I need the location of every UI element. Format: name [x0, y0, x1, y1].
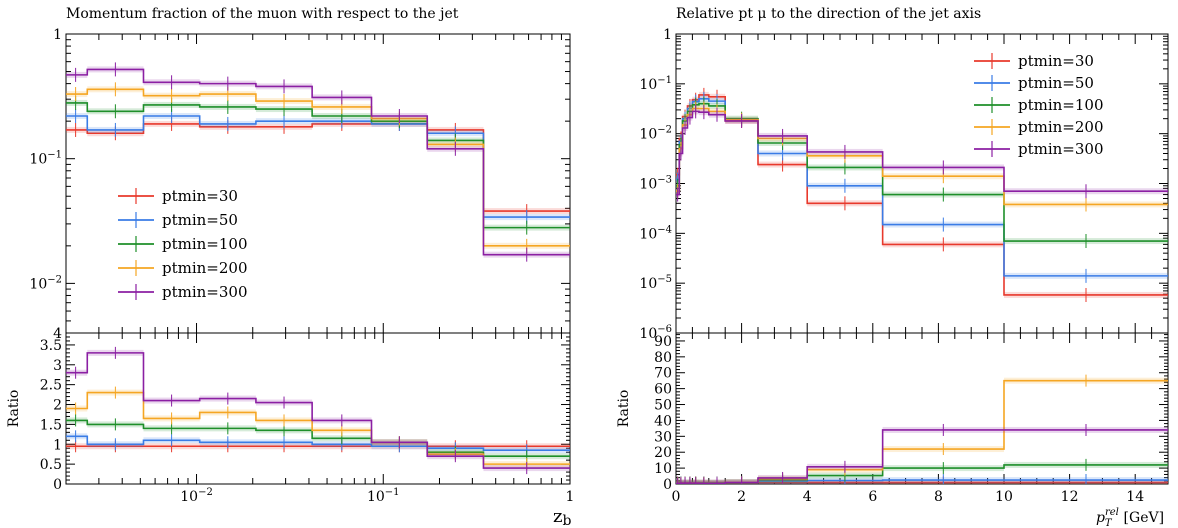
- ratio-y-tick-label: 2: [53, 398, 62, 414]
- main-plot-frame-1: [675, 33, 1169, 334]
- x-axis-label-zb: zb: [553, 506, 571, 528]
- ratio-series-group-1: [676, 374, 1168, 484]
- ratio-line-ptmin-300: [66, 352, 570, 469]
- ratio-y-tick-label: 80: [654, 350, 672, 366]
- x-tick-label: 8: [934, 489, 943, 505]
- legend-label: ptmin=200: [162, 259, 248, 277]
- legend-label: ptmin=50: [162, 211, 238, 229]
- x-tick-label: 6: [868, 489, 877, 505]
- ratio-y-tick-label: 30: [654, 429, 672, 445]
- ratio-y-tick-label: 70: [654, 366, 672, 382]
- ratio-axis-label: Ratio: [6, 390, 22, 428]
- ratio-y-tick-label: 40: [654, 413, 672, 429]
- main-series-group-1: [676, 87, 1168, 302]
- legend-label: ptmin=30: [162, 187, 238, 205]
- ratio-y-tick-label: 0: [663, 477, 672, 493]
- y-tick-label: 1: [53, 27, 62, 43]
- ratio-line-ptmin-300: [676, 429, 1168, 484]
- y-tick-label: 10−5: [639, 274, 672, 292]
- series-line-ptmin-200: [66, 88, 570, 247]
- legend-label: ptmin=200: [1018, 118, 1104, 136]
- ratio-y-tick-label: 1: [53, 437, 62, 453]
- y-tick-label: 10−6: [639, 324, 672, 342]
- x-tick-label: 12: [1061, 489, 1079, 505]
- ratio-plot-frame-1: [675, 332, 1169, 485]
- ratio-y-tick-label: 60: [654, 382, 672, 398]
- legend-label: ptmin=300: [1018, 140, 1104, 158]
- y-tick-label: 10−2: [29, 274, 62, 292]
- legend-label: ptmin=50: [1018, 74, 1094, 92]
- legend-label: ptmin=30: [1018, 52, 1094, 70]
- y-tick-label: 10−1: [639, 75, 672, 93]
- ratio-y-tick-label: 0: [53, 477, 62, 493]
- ratio-y-tick-label: 20: [654, 445, 672, 461]
- ratio-axis-label: Ratio: [616, 390, 632, 428]
- x-tick-label: 2: [737, 489, 746, 505]
- ratio-line-ptmin-50: [66, 435, 570, 452]
- left-chart-title: Momentum fraction of the muon with respe…: [66, 6, 459, 22]
- legend-label: ptmin=100: [162, 235, 248, 253]
- ratio-y-tick-label: 90: [654, 334, 672, 350]
- series-line-ptmin-30: [66, 123, 570, 212]
- ratio-y-tick-label: 1.5: [40, 417, 62, 433]
- ratio-y-tick-label: 0.5: [40, 457, 62, 473]
- series-line-ptmin-50: [66, 115, 570, 218]
- y-tick-label: 10−4: [639, 224, 672, 242]
- ratio-y-tick-label: 10: [654, 461, 672, 477]
- y-tick-label: 4: [53, 326, 62, 342]
- main-plot-frame-0: [65, 33, 571, 334]
- x-axis-label-ptrel: prel T [GeV]: [1096, 507, 1164, 528]
- ratio-line-ptmin-200: [66, 391, 570, 465]
- legend-label: ptmin=100: [1018, 96, 1104, 114]
- y-tick-label: 10−1: [29, 150, 62, 168]
- x-tick-label: 14: [1126, 489, 1144, 505]
- main-series-group-0: [66, 62, 570, 262]
- ratio-y-tick-label: 50: [654, 398, 672, 414]
- ratio-y-tick-label: 2.5: [40, 378, 62, 394]
- series-line-ptmin-100: [66, 102, 570, 229]
- series-line-ptmin-300: [66, 68, 570, 256]
- x-tick-label: 10: [995, 489, 1013, 505]
- x-tick-label: 1: [566, 489, 575, 505]
- ratio-series-group-0: [66, 346, 570, 475]
- x-tick-label: 10−2: [180, 487, 213, 505]
- x-tick-label: 4: [803, 489, 812, 505]
- y-tick-label: 10−3: [639, 175, 672, 193]
- y-tick-label: 10−2: [639, 125, 672, 143]
- series-line-ptmin-300: [676, 110, 1168, 196]
- right-chart-title: Relative pt μ to the direction of the je…: [676, 6, 982, 22]
- ratio-y-tick-label: 3.5: [40, 338, 62, 354]
- x-tick-label: 10−1: [367, 487, 400, 505]
- x-tick-label: 0: [672, 489, 681, 505]
- y-tick-label: 1: [663, 27, 672, 43]
- ratio-y-tick-label: 3: [53, 358, 62, 374]
- legend-label: ptmin=300: [162, 283, 248, 301]
